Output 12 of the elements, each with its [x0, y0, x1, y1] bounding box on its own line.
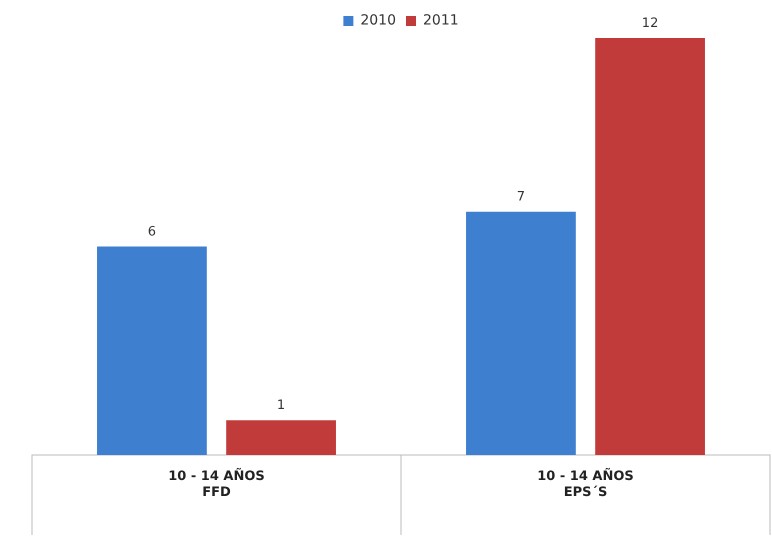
data-label: 7: [516, 190, 526, 205]
legend-label: 2011: [423, 12, 459, 29]
x-tick-label: 10 - 14 AÑOS FFD: [168, 467, 265, 500]
bar: [97, 246, 207, 455]
x-tick-label: 10 - 14 AÑOS EPS´S: [537, 467, 634, 500]
bar: [226, 420, 336, 455]
data-label: 6: [148, 224, 156, 240]
data-label: 1: [276, 398, 286, 414]
bar: [466, 212, 576, 455]
bar: [595, 38, 705, 455]
data-label: 12: [642, 16, 658, 31]
legend-label: 2010: [360, 12, 396, 29]
